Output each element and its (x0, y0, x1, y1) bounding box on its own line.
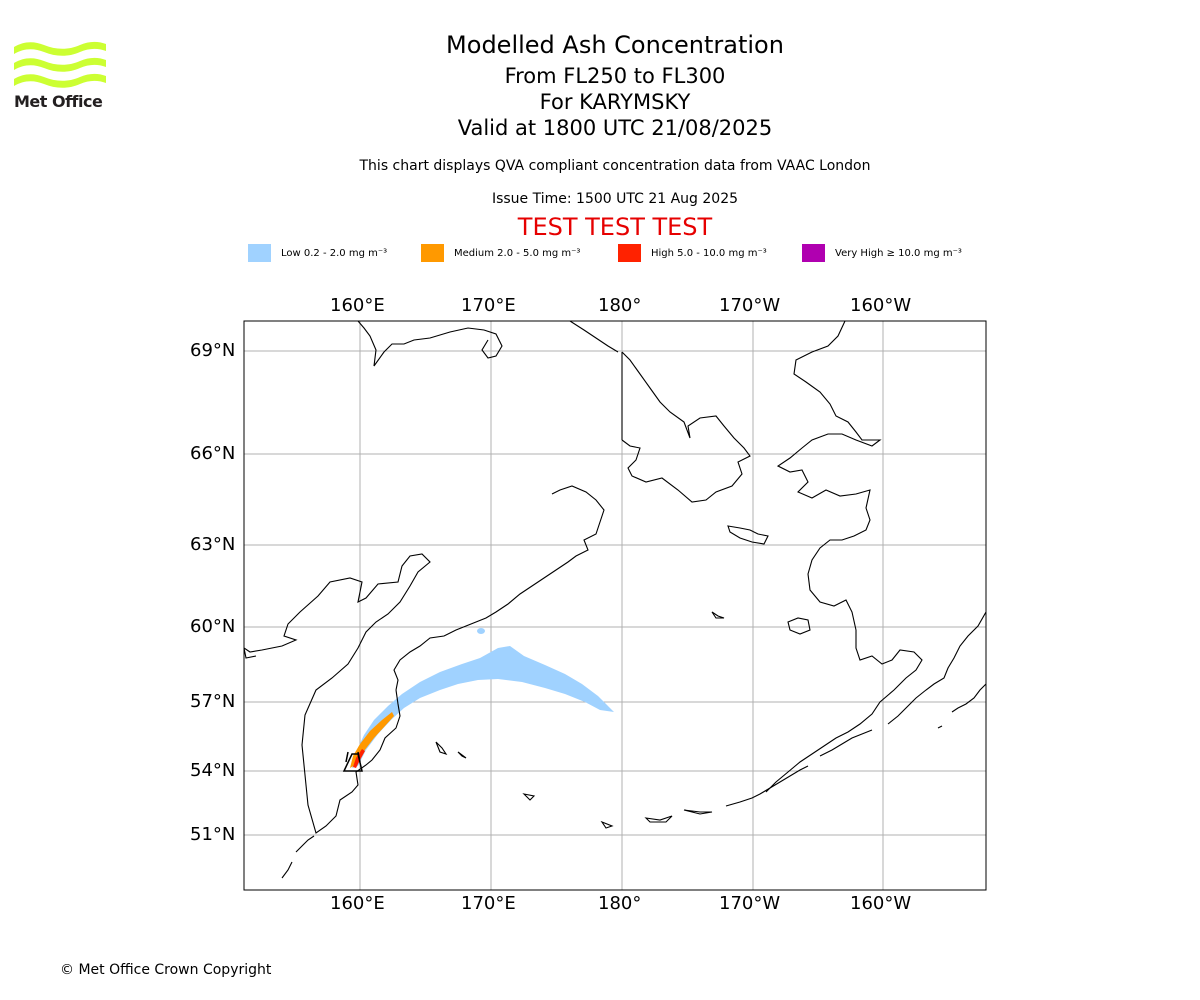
lon-label-top-170w: 170°W (719, 295, 781, 316)
island-aleut-5 (725, 765, 809, 807)
coastlines (244, 321, 986, 879)
legend-high-swatch (618, 244, 641, 262)
qva-note: This chart displays QVA compliant concen… (359, 158, 871, 174)
legend-high-label: High 5.0 - 10.0 mg m⁻³ (651, 247, 767, 259)
island-aleut-2 (600, 820, 614, 829)
valid-time: Valid at 1800 UTC 21/08/2025 (457, 116, 773, 140)
chart-title: Modelled Ash Concentration (446, 31, 784, 59)
legend-high: High 5.0 - 10.0 mg m⁻³ (618, 244, 767, 262)
coast-alaska (765, 321, 923, 793)
island-aleut-3 (644, 815, 673, 823)
lat-label-60n: 60°N (190, 616, 236, 637)
lat-label-63n: 63°N (190, 534, 236, 555)
coast-kamchatka-east (393, 485, 605, 691)
logo-wordmark: Met Office (14, 92, 103, 111)
ash-low-patch (477, 628, 485, 634)
island-nunivak (787, 617, 811, 635)
island-aleut-9 (937, 725, 943, 729)
lat-label-57n: 57°N (190, 691, 236, 712)
copyright-notice: © Met Office Crown Copyright (60, 962, 272, 978)
issue-time: Issue Time: 1500 UTC 21 Aug 2025 (491, 191, 739, 207)
legend-low: Low 0.2 - 2.0 mg m⁻³ (248, 244, 387, 262)
lat-label-69n: 69°N (190, 340, 236, 361)
ash-low-area (352, 646, 614, 768)
legend-medium-swatch (421, 244, 444, 262)
lon-label-top-180: 180° (598, 295, 642, 316)
island-aleut-6 (819, 729, 873, 757)
lat-label-54n: 54°N (190, 760, 236, 781)
lon-label-top-160w: 160°W (850, 295, 912, 316)
island-commander-1 (435, 741, 448, 756)
lat-label-66n: 66°N (190, 443, 236, 464)
test-banner: TEST TEST TEST (517, 213, 713, 241)
graticule (244, 321, 986, 890)
met-office-logo (14, 41, 106, 88)
lon-label-bottom-170e: 170°E (461, 893, 516, 914)
legend-very-high-label: Very High ≥ 10.0 mg m⁻³ (835, 247, 962, 259)
coast-alaska-south (887, 611, 986, 725)
lon-label-bottom-160e: 160°E (330, 893, 385, 914)
lon-label-top-170e: 170°E (461, 295, 516, 316)
island-1 (711, 611, 725, 619)
map-frame (243, 320, 987, 891)
legend-medium-label: Medium 2.0 - 5.0 mg m⁻³ (454, 247, 581, 259)
legend-very-high: Very High ≥ 10.0 mg m⁻³ (802, 244, 962, 262)
lat-label-51n: 51°N (190, 824, 236, 845)
legend-low-label: Low 0.2 - 2.0 mg m⁻³ (281, 247, 388, 259)
flight-level-range: From FL250 to FL300 (504, 64, 726, 88)
coast-north-2 (569, 321, 619, 353)
lon-label-bottom-160w: 160°W (850, 893, 912, 914)
legend-very-high-swatch (802, 244, 825, 262)
lon-label-top-160e: 160°E (330, 295, 385, 316)
legend-low-swatch (248, 244, 271, 262)
island-commander-2 (457, 751, 467, 759)
legend-medium: Medium 2.0 - 5.0 mg m⁻³ (421, 244, 580, 262)
island-aleut-8 (295, 835, 315, 853)
volcano-name: For KARYMSKY (539, 90, 691, 114)
island-st-lawrence (727, 525, 769, 545)
island-aleut-10 (951, 683, 986, 713)
karymsky-volcano-marker (342, 751, 363, 772)
coast-okhotsk (244, 647, 257, 659)
lon-label-bottom-180: 180° (598, 893, 642, 914)
coast-chukotka (621, 351, 751, 503)
island-aleut-1 (522, 793, 536, 801)
coast-north (357, 321, 503, 367)
lon-label-bottom-170w: 170°W (719, 893, 781, 914)
island-aleut-7 (281, 861, 293, 879)
coast-kamchatka (244, 553, 431, 834)
island-aleut-4 (683, 809, 713, 815)
